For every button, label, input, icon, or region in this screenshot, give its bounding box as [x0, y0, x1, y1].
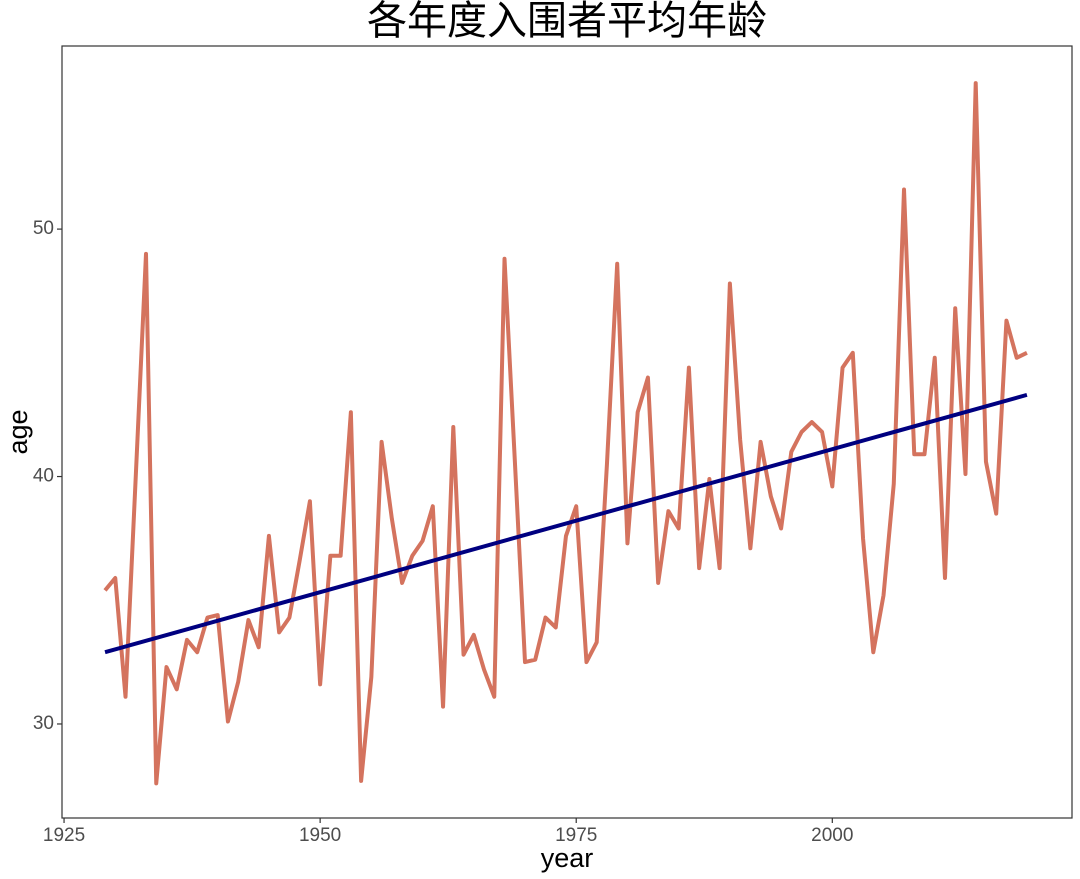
x-tick-label: 2000 — [811, 825, 853, 846]
chart-title: 各年度入围者平均年龄 — [367, 0, 767, 44]
line — [104, 392, 1028, 655]
y-tick-label: 50 — [33, 218, 54, 239]
line — [103, 81, 1028, 786]
plot-panel — [61, 45, 1073, 819]
x-tick-label: 1975 — [555, 825, 597, 846]
y-tick-label: 30 — [33, 713, 54, 734]
x-tick-label: 1950 — [299, 825, 341, 846]
y-axis-title: age — [3, 409, 33, 454]
x-tick-label: 1925 — [43, 825, 85, 846]
x-axis-title: year — [541, 843, 594, 873]
y-tick-label: 40 — [33, 466, 54, 487]
